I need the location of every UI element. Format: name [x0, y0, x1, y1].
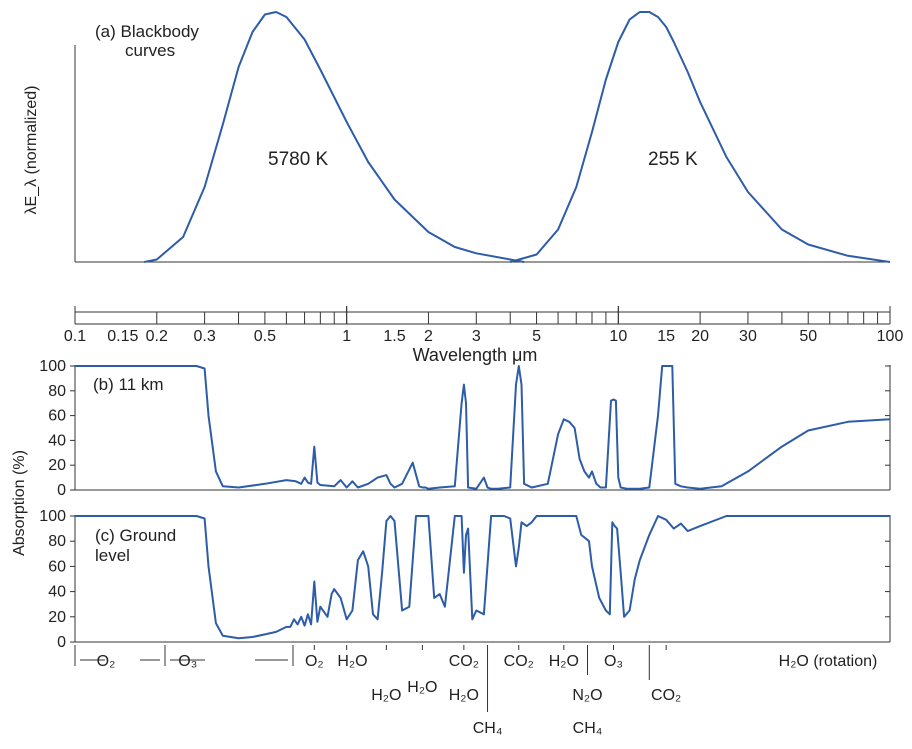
panel-a-label: (a) Blackbody: [95, 22, 199, 41]
x-axis-label: Wavelength μm: [413, 345, 538, 365]
y-tick-label: 20: [48, 457, 66, 474]
y-tick-label: 100: [39, 508, 66, 525]
panel-c-ground-level: (c) Ground level Absorption (%) 0 20 40 60 8…: [11, 450, 891, 651]
gas-label: N₂O: [572, 687, 602, 704]
panel-b-11km: (b) 11 km 0 20 40 60 80 100: [39, 358, 891, 499]
y-tick-label: 40: [48, 584, 66, 601]
y-tick-label: 80: [48, 383, 66, 400]
x-tick-label: 0.1: [64, 328, 86, 345]
x-tick-label: 20: [691, 328, 709, 345]
x-tick-label: 5: [532, 328, 541, 345]
gas-label: O₃: [178, 653, 197, 670]
gas-label: CO₂: [449, 653, 479, 670]
x-tick-label: 10: [609, 328, 627, 345]
blackbody-5780k-curve: [144, 11, 525, 263]
panel-a-blackbody: (a) Blackbody curves λE_λ (normalized) 5…: [23, 11, 891, 263]
temp-sun-label: 5780 K: [268, 149, 329, 170]
gas-label: CH₄: [573, 720, 603, 737]
y-tick-label: 40: [48, 432, 66, 449]
absorption-ylabel: Absorption (%): [11, 450, 28, 556]
gas-label: H₂O: [371, 687, 401, 704]
y-tick-label: 60: [48, 408, 66, 425]
panel-a-ylabel: λE_λ (normalized): [23, 86, 40, 215]
y-tick-label: 0: [57, 482, 66, 499]
x-tick-label: 0.5: [254, 328, 276, 345]
y-tick-label: 60: [48, 558, 66, 575]
gas-label: H₂O: [407, 679, 437, 696]
x-tick-label: 1: [342, 328, 351, 345]
panel-c-label-line2: level: [95, 546, 130, 565]
gas-label: H₂O (rotation): [779, 653, 878, 670]
gas-label: H₂O: [449, 687, 479, 704]
panel-b-label: (b) 11 km: [93, 375, 164, 394]
x-tick-label: 0.2: [146, 328, 168, 345]
gas-label: CH₄: [473, 720, 503, 737]
x-tick-label: 1.5: [383, 328, 405, 345]
x-tick-label: 15: [657, 328, 675, 345]
x-tick-label: 30: [739, 328, 757, 345]
panel-c-label: (c) Ground: [95, 526, 176, 545]
y-tick-label: 20: [48, 609, 66, 626]
y-tick-label: 80: [48, 533, 66, 550]
x-tick-label: 100: [877, 328, 904, 345]
gas-label: O₂: [97, 653, 116, 670]
x-tick-label: 2: [424, 328, 433, 345]
gas-label: CO₂: [651, 687, 681, 704]
x-tick-label: 0.3: [193, 328, 215, 345]
gas-label: H₂O: [337, 653, 367, 670]
blackbody-255k-curve: [509, 11, 891, 263]
wavelength-scale: 0.1 0.15 0.2 0.3 0.5 1 1.5 2 3 5 10 15 20 30 50 100 Wav…: [64, 306, 904, 365]
x-tick-label: 3: [472, 328, 481, 345]
gas-label: O₂: [305, 653, 324, 670]
gas-label: H₂O: [549, 653, 579, 670]
absorption-ground-curve: [75, 515, 890, 640]
x-tick-label: 0.15: [107, 328, 138, 345]
x-tick-label: 50: [799, 328, 817, 345]
panel-a-label-line2: curves: [125, 41, 175, 60]
y-tick-label: 0: [57, 634, 66, 651]
temp-earth-label: 255 K: [648, 149, 698, 170]
y-tick-label: 100: [39, 358, 66, 375]
absorption-11km-curve: [75, 365, 891, 490]
gas-label: O₃: [604, 653, 623, 670]
gas-label: CO₂: [504, 653, 534, 670]
